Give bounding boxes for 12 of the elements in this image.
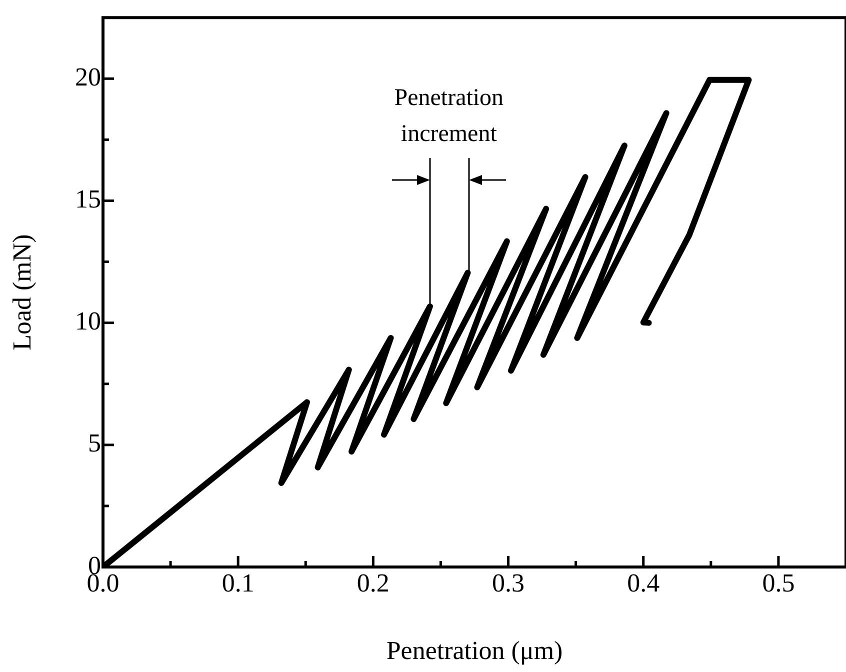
annotation: Penetration increment — [393, 84, 505, 150]
x-axis-title: Penetration (μm) — [386, 636, 563, 666]
x-tick-label: 0.5 — [762, 568, 795, 598]
x-tick-label: 0.4 — [627, 568, 660, 598]
y-axis-title: Load (mN) — [7, 234, 36, 350]
y-tick-label: 15 — [75, 184, 101, 214]
x-tick-label: 0.3 — [492, 568, 525, 598]
x-tick-label: 0.1 — [222, 568, 254, 598]
y-tick-label: 5 — [88, 428, 101, 458]
x-tick-label: 0.2 — [356, 568, 390, 598]
y-tick-label: 10 — [75, 306, 101, 336]
y-tick-label: 20 — [75, 62, 101, 92]
